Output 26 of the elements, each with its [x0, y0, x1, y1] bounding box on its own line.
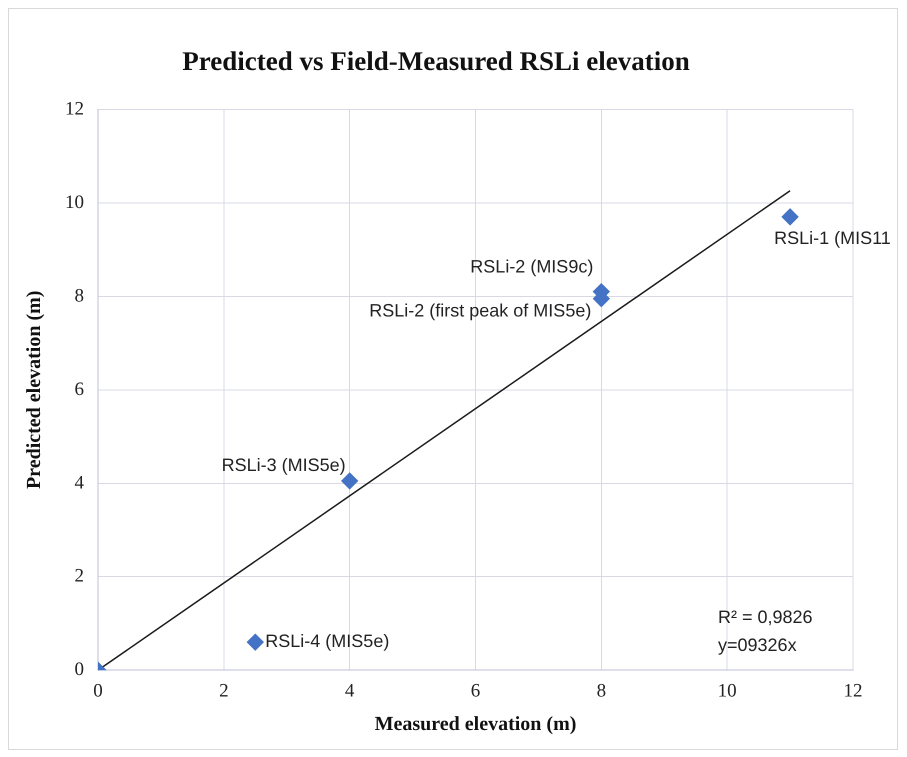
annotation: RSLi-2 (MIS9c) — [470, 256, 594, 277]
y-tick-label: 4 — [74, 472, 84, 494]
y-axis-title: Predicted elevation (m) — [23, 290, 46, 490]
x-tick-label: 10 — [718, 680, 737, 702]
y-tick-label: 6 — [74, 378, 84, 400]
chart-title: Predicted vs Field-Measured RSLi elevation — [182, 46, 690, 76]
x-axis-title: Measured elevation (m) — [374, 713, 576, 736]
x-tick-label: 8 — [596, 680, 606, 702]
y-tick-label: 10 — [65, 192, 84, 213]
y-tick-label: 0 — [74, 659, 84, 680]
annotation: y=09326x — [718, 635, 797, 656]
x-tick-label: 12 — [844, 680, 862, 702]
x-tick-label: 4 — [344, 680, 355, 702]
annotation: R² = 0,9826 — [718, 607, 813, 628]
x-tick-label: 2 — [219, 680, 229, 702]
x-tick-label: 0 — [93, 680, 103, 702]
annotation: RSLi-1 (MIS11 — [774, 228, 891, 248]
y-tick-label: 12 — [65, 98, 84, 120]
y-tick-label: 2 — [74, 566, 84, 587]
annotation: RSLi-2 (first peak of MIS5e) — [369, 300, 592, 321]
point — [782, 208, 799, 226]
annotation: RSLi-4 (MIS5e) — [265, 631, 390, 652]
y-tick-label: 8 — [74, 285, 84, 306]
point — [246, 634, 264, 651]
annotation: RSLi-3 (MIS5e) — [222, 454, 346, 475]
x-tick-label: 6 — [470, 680, 480, 702]
